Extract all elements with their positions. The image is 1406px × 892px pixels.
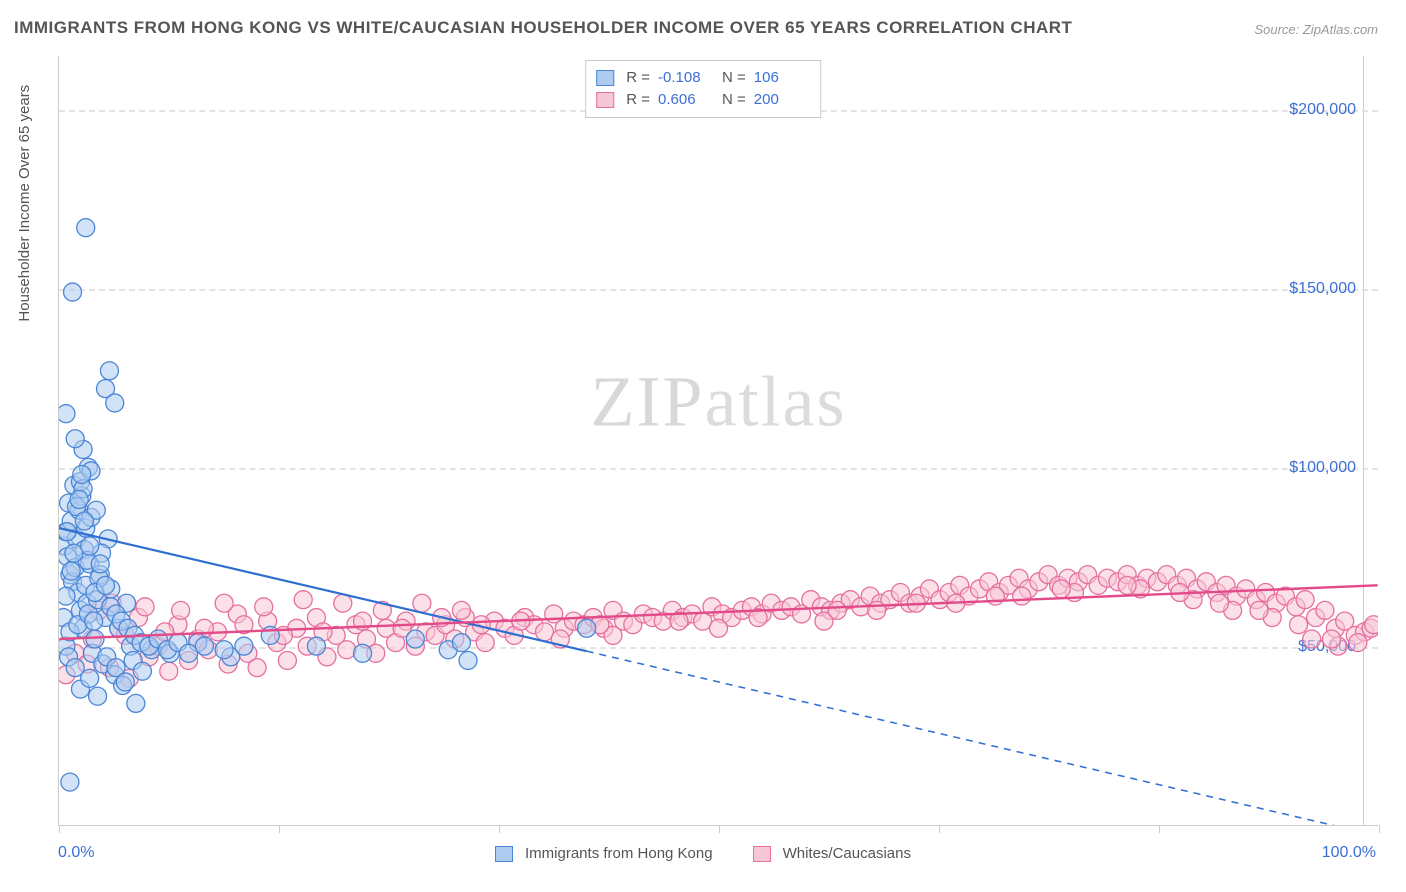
scatter-point — [459, 651, 477, 669]
scatter-point — [578, 619, 596, 637]
scatter-point — [1290, 616, 1308, 634]
legend-n-value: 106 — [754, 67, 810, 89]
scatter-point — [59, 405, 75, 423]
scatter-point — [307, 637, 325, 655]
x-tick — [939, 825, 940, 833]
legend-n-label: N = — [722, 89, 746, 111]
scatter-point — [127, 694, 145, 712]
scatter-point — [97, 576, 115, 594]
x-tick — [499, 825, 500, 833]
x-tick — [279, 825, 280, 833]
scatter-point — [215, 641, 233, 659]
legend-r-value: 0.606 — [658, 89, 714, 111]
legend-swatch — [596, 92, 614, 108]
plot-area: ZIPatlas $50,000$100,000$150,000$200,000 — [58, 56, 1378, 826]
scatter-point — [215, 594, 233, 612]
legend-series-label: Immigrants from Hong Kong — [525, 845, 713, 862]
scatter-point — [868, 601, 886, 619]
scatter-point — [1013, 587, 1031, 605]
legend-series-item: Immigrants from Hong Kong — [495, 845, 713, 862]
scatter-point — [91, 555, 109, 573]
legend-series: Immigrants from Hong Kong Whites/Caucasia… — [495, 845, 911, 862]
scatter-point — [452, 601, 470, 619]
legend-swatch — [495, 846, 513, 862]
scatter-point — [172, 601, 190, 619]
legend-swatch — [596, 70, 614, 86]
scatter-point — [1052, 580, 1070, 598]
scatter-point — [1316, 601, 1334, 619]
scatter-point — [75, 512, 93, 530]
scatter-point — [986, 587, 1004, 605]
scatter-point — [70, 491, 88, 509]
legend-stats-row: R = 0.606 N = 200 — [596, 89, 810, 111]
scatter-point — [1303, 630, 1321, 648]
legend-n-value: 200 — [754, 89, 810, 111]
scatter-point — [1296, 591, 1314, 609]
x-tick — [719, 825, 720, 833]
scatter-point — [81, 537, 99, 555]
legend-r-label: R = — [626, 89, 650, 111]
scatter-point — [77, 219, 95, 237]
regression-line-extrapolated — [587, 651, 1378, 825]
x-tick — [1159, 825, 1160, 833]
scatter-point — [1118, 576, 1136, 594]
scatter-point — [452, 634, 470, 652]
scatter-point — [710, 619, 728, 637]
scatter-point — [476, 634, 494, 652]
x-tick — [1379, 825, 1380, 833]
x-axis-min-label: 0.0% — [58, 844, 94, 862]
scatter-point — [85, 612, 103, 630]
scatter-point — [73, 465, 91, 483]
legend-n-label: N = — [722, 67, 746, 89]
x-tick — [59, 825, 60, 833]
scatter-point — [81, 669, 99, 687]
scatter-point — [195, 637, 213, 655]
scatter-point — [413, 594, 431, 612]
x-axis-max-label: 100.0% — [1322, 844, 1376, 862]
legend-r-value: -0.108 — [658, 67, 714, 89]
scatter-point — [59, 587, 75, 605]
chart-title: IMMIGRANTS FROM HONG KONG VS WHITE/CAUCA… — [14, 18, 1072, 38]
scatter-point — [1365, 616, 1378, 634]
scatter-point — [66, 430, 84, 448]
scatter-point — [248, 659, 266, 677]
scatter-point — [334, 594, 352, 612]
scatter-point — [64, 283, 82, 301]
scatter-point — [160, 662, 178, 680]
y-axis-title: Householder Income Over 65 years — [16, 85, 33, 322]
legend-stats-row: R = -0.108 N = 106 — [596, 67, 810, 89]
scatter-point — [294, 591, 312, 609]
scatter-point — [406, 630, 424, 648]
scatter-point — [1210, 594, 1228, 612]
scatter-point — [278, 651, 296, 669]
scatter-point — [338, 641, 356, 659]
legend-series-label: Whites/Caucasians — [783, 845, 911, 862]
legend-series-item: Whites/Caucasians — [753, 845, 911, 862]
scatter-point — [100, 362, 118, 380]
plot-svg — [59, 56, 1378, 825]
legend-stats: R = -0.108 N = 106 R = 0.606 N = 200 — [585, 60, 821, 118]
scatter-point — [1250, 601, 1268, 619]
scatter-point — [61, 773, 79, 791]
scatter-point — [1349, 634, 1367, 652]
scatter-point — [116, 673, 134, 691]
scatter-point — [255, 598, 273, 616]
scatter-point — [828, 601, 846, 619]
scatter-point — [133, 662, 151, 680]
scatter-point — [89, 687, 107, 705]
scatter-point — [235, 637, 253, 655]
scatter-point — [62, 562, 80, 580]
scatter-point — [106, 394, 124, 412]
scatter-point — [354, 644, 372, 662]
legend-r-label: R = — [626, 67, 650, 89]
scatter-point — [136, 598, 154, 616]
legend-swatch — [753, 846, 771, 862]
scatter-point — [1323, 630, 1341, 648]
source-attribution: Source: ZipAtlas.com — [1254, 22, 1378, 37]
